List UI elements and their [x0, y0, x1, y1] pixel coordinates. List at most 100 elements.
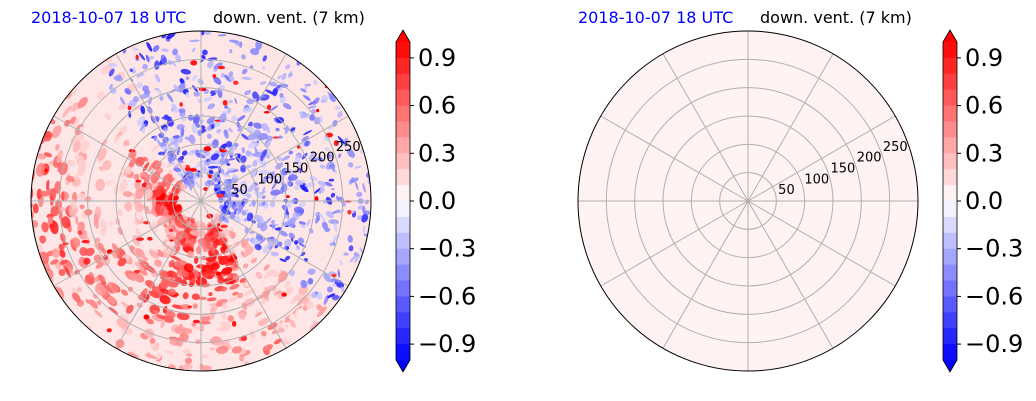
panel-right-radial-label: 100 [804, 172, 829, 187]
field-cell-negative [295, 53, 304, 60]
field-cell-positive [127, 237, 133, 245]
field-cell-negative [238, 200, 242, 206]
field-cell-positive [53, 278, 60, 288]
field-cell-positive [124, 201, 133, 212]
field-cell-positive [93, 171, 98, 177]
field-cell-negative [349, 255, 357, 263]
field-cell-positive [113, 135, 120, 143]
field-cell-negative [319, 213, 326, 223]
field-cell-negative [207, 60, 214, 69]
field-cell-negative [108, 83, 113, 90]
field-cell-positive [72, 141, 81, 153]
field-cell-negative [226, 107, 232, 114]
field-cell-negative [260, 149, 268, 159]
field-cell-strong-positive [133, 269, 141, 274]
field-cell-negative [174, 164, 179, 168]
field-cell-positive [94, 284, 107, 296]
field-cell-negative [210, 153, 220, 161]
field-cell-negative [270, 219, 275, 224]
field-cell-negative [187, 149, 196, 156]
field-cell-negative [223, 129, 229, 139]
field-cell-negative [354, 254, 361, 263]
field-cell-positive [169, 255, 182, 262]
field-cell-negative [258, 169, 270, 175]
colorbar-segment [396, 169, 410, 186]
field-cell-positive [148, 152, 157, 162]
colorbar-segment [396, 296, 410, 313]
angular-grid-line [115, 53, 202, 202]
field-cell-negative [287, 71, 293, 78]
field-cell-positive [236, 230, 244, 238]
field-cell-positive [179, 332, 189, 343]
field-cell-negative [270, 170, 275, 180]
field-cell-positive [104, 184, 109, 198]
field-cell-negative [248, 121, 253, 127]
colorbar-segment [943, 105, 957, 122]
field-cell-positive [133, 173, 140, 180]
field-cell-positive [156, 314, 167, 320]
field-cell-negative [233, 167, 237, 170]
field-cell-positive [302, 305, 308, 311]
field-cell-positive [92, 79, 102, 89]
field-cell-strong-positive [331, 273, 337, 278]
field-cell-negative [207, 161, 217, 165]
field-cell-positive [222, 302, 228, 310]
field-cell-negative [321, 221, 328, 230]
field-cell-positive [96, 91, 105, 100]
field-cell-strong-positive [231, 320, 237, 327]
field-cell-negative [343, 137, 349, 147]
field-cell-negative [331, 188, 335, 191]
field-cell-negative [240, 164, 246, 172]
field-cell-negative [146, 106, 153, 114]
field-cell-positive [205, 242, 213, 250]
panel-left-colorbar-tick-label: −0.3 [418, 235, 476, 263]
field-cell-negative [131, 47, 139, 52]
field-cell-negative [154, 60, 160, 70]
field-cell-negative [317, 156, 323, 162]
field-cell-negative [254, 244, 262, 251]
field-cell-strong-positive [347, 209, 352, 215]
field-cell-positive [61, 191, 65, 201]
field-cell-positive [41, 221, 49, 233]
field-cell-negative [232, 174, 239, 179]
field-cell-negative [242, 107, 253, 113]
field-cell-positive [191, 322, 197, 327]
field-cell-negative [177, 171, 185, 178]
field-cell-positive [250, 257, 257, 264]
field-cell-positive [97, 274, 106, 283]
field-cell-strong-positive [212, 74, 217, 79]
field-cell-negative [261, 201, 266, 206]
panel-right-colorbar-tick-label: −0.3 [965, 235, 1023, 263]
field-cell-negative [290, 237, 294, 242]
field-cell-negative [262, 244, 271, 254]
field-cell-negative [180, 68, 191, 75]
field-cell-negative [260, 157, 264, 162]
field-cell-strong-positive [203, 146, 212, 152]
field-cell-positive [104, 284, 113, 294]
field-cell-positive [151, 286, 165, 297]
field-cell-negative [223, 217, 229, 224]
field-cell-negative [272, 88, 278, 97]
panel-left-radial-label: 200 [310, 151, 335, 166]
field-cell-positive [208, 292, 213, 297]
field-cell-negative [235, 156, 240, 163]
field-cell-negative [337, 269, 341, 278]
field-cell-positive [238, 311, 246, 320]
panel-left-title-variable: down. vent. (7 km) [213, 8, 365, 27]
field-cell-negative [254, 129, 261, 137]
field-cell-negative [329, 242, 334, 246]
field-cell-strong-positive [314, 196, 319, 202]
field-cell-positive [262, 344, 274, 352]
field-cell-positive [161, 155, 170, 163]
field-cell-positive [306, 313, 312, 319]
field-cell-positive [241, 302, 248, 311]
field-cell-negative [327, 91, 334, 101]
field-cell-positive [154, 259, 163, 267]
field-cell-negative [302, 95, 310, 101]
field-cell-positive [295, 308, 305, 317]
field-cell-negative [313, 187, 321, 194]
field-cell-negative [284, 238, 292, 248]
field-cell-strong-positive [169, 239, 174, 242]
field-cell-negative [257, 156, 263, 165]
panel-right-title-variable: down. vent. (7 km) [760, 8, 912, 27]
